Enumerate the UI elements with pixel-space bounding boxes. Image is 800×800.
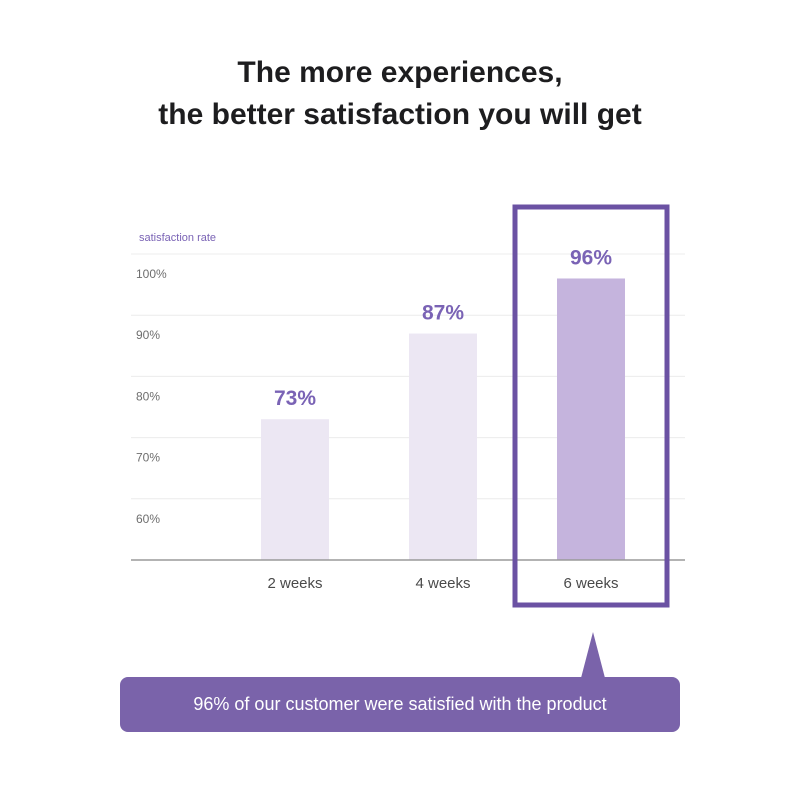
bars (261, 278, 625, 560)
highlight-frame (512, 204, 670, 608)
callout-text: 96% of our customer were satisfied with … (193, 694, 607, 714)
x-tick-label: 4 weeks (415, 575, 470, 592)
x-tick-labels: 2 weeks 4 weeks 6 weeks (267, 575, 618, 592)
y-tick-labels: 60% 70% 80% 90% 100% (136, 267, 167, 526)
value-labels: 73% 87% 96% (274, 246, 612, 410)
y-tick-label: 60% (136, 512, 160, 526)
y-tick-label: 70% (136, 451, 160, 465)
value-label: 73% (274, 387, 316, 410)
bar-4-weeks (409, 333, 477, 560)
value-label: 87% (422, 302, 464, 325)
y-axis-label: satisfaction rate (139, 232, 216, 244)
chart-title-line-1: The more experiences, (237, 56, 563, 89)
value-label: 96% (570, 246, 612, 269)
x-tick-label: 6 weeks (563, 575, 618, 592)
y-tick-label: 90% (136, 328, 160, 342)
y-tick-label: 100% (136, 267, 167, 281)
bar-6-weeks (557, 278, 625, 560)
chart-title-line-2: the better satisfaction you will get (158, 98, 642, 131)
y-tick-label: 80% (136, 389, 160, 403)
bar-2-weeks (261, 419, 329, 560)
chart-title: The more experiences, the better satisfa… (0, 52, 800, 136)
callout-box: 96% of our customer were satisfied with … (120, 677, 680, 732)
x-tick-label: 2 weeks (267, 575, 322, 592)
callout-pointer (581, 632, 605, 678)
